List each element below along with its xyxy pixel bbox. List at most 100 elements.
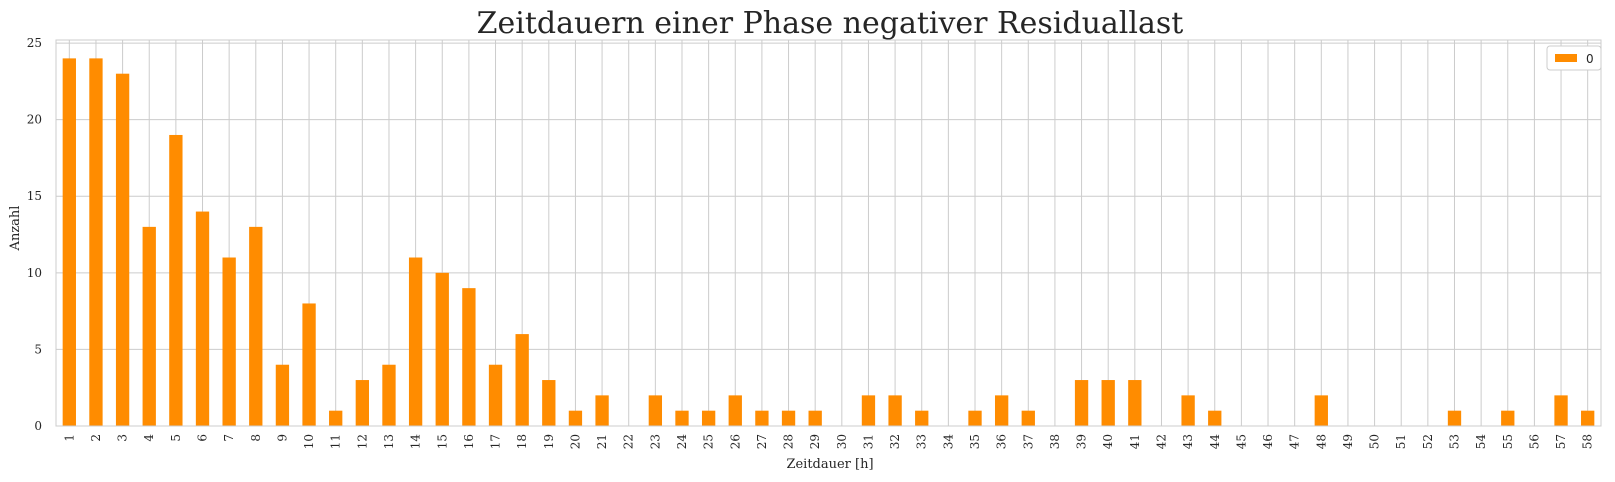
x-tick-label: 44	[1208, 434, 1222, 450]
x-tick-label: 10	[302, 434, 316, 449]
bar-20	[568, 410, 583, 426]
x-tick-label: 33	[915, 434, 929, 449]
x-axis-label: Zeitdauer [h]	[786, 457, 873, 472]
bar-58	[1581, 410, 1595, 426]
bar-7	[222, 257, 236, 426]
x-tick-labels: 1 2 3 4 5 6 7 8 9 10 11 12 13 14 15 16 17 18 19 20 21 22 23 24 2…	[62, 434, 1594, 450]
x-tick-label: 18	[515, 434, 529, 449]
x-tick-label: 43	[1181, 434, 1195, 449]
bar-12	[355, 380, 369, 426]
x-tick-label: 26	[728, 434, 742, 449]
x-tick-label: 19	[542, 434, 556, 449]
bar-8	[249, 226, 263, 426]
x-tick-label: 53	[1447, 434, 1461, 449]
bar-39	[1074, 380, 1089, 426]
bar-40	[1101, 380, 1115, 426]
bar-2	[89, 58, 103, 426]
x-tick-label: 5	[169, 434, 183, 442]
x-tick-label: 31	[861, 434, 875, 449]
bar-32	[888, 395, 902, 426]
x-tick-label: 11	[329, 434, 343, 449]
x-tick-label: 38	[1048, 434, 1062, 449]
bar-31	[861, 395, 876, 426]
x-tick-label: 50	[1368, 434, 1382, 449]
x-tick-label: 41	[1128, 434, 1142, 449]
bar-37	[1021, 410, 1035, 426]
bar-17	[488, 364, 503, 426]
x-tick-label: 45	[1234, 434, 1248, 449]
x-tick-label: 39	[1075, 434, 1089, 449]
bar-23	[648, 395, 663, 426]
bar-15	[435, 272, 449, 426]
y-axis-label: Anzahl	[8, 206, 23, 252]
x-tick-label: 55	[1501, 434, 1515, 449]
x-tick-label: 54	[1474, 434, 1488, 450]
y-tick-label: 15	[27, 189, 42, 203]
chart-title: Zeitdauern einer Phase negativer Residua…	[477, 6, 1184, 41]
x-tick-label: 20	[568, 434, 582, 449]
bar-26	[728, 395, 742, 426]
x-tick-label: 23	[648, 434, 662, 449]
x-tick-label: 12	[355, 434, 369, 449]
x-tick-label: 22	[622, 434, 636, 449]
x-tick-label: 21	[595, 434, 609, 449]
x-tick-label: 28	[782, 434, 796, 449]
x-tick-label: 25	[702, 434, 716, 449]
x-tick-label: 48	[1314, 434, 1328, 449]
bar-55	[1501, 410, 1515, 426]
plot-frame	[55, 39, 1602, 427]
bar-6	[195, 211, 210, 426]
x-tick-label: 32	[888, 434, 902, 449]
x-tick-label: 17	[489, 434, 503, 449]
x-tick-label: 51	[1394, 434, 1408, 449]
x-tick-label: 3	[116, 434, 130, 442]
x-tick-label: 56	[1527, 434, 1541, 449]
y-tick-labels: 0 5 10 15 20 25	[27, 36, 42, 433]
bar-57	[1554, 395, 1568, 426]
x-tick-label: 58	[1581, 434, 1595, 449]
x-tick-label: 13	[382, 434, 396, 449]
bar-48	[1314, 395, 1328, 426]
bar-25	[701, 410, 716, 426]
bar-24	[675, 410, 689, 426]
x-tick-label: 15	[435, 434, 449, 449]
x-tick-label: 24	[675, 434, 689, 450]
x-tick-label: 36	[995, 434, 1009, 449]
bars	[62, 58, 1595, 426]
bar-3	[115, 73, 130, 426]
bar-1	[62, 58, 76, 426]
y-tick-label: 20	[27, 113, 42, 127]
bar-4	[142, 226, 156, 426]
x-tick-label: 46	[1261, 434, 1275, 449]
x-tick-label: 27	[755, 434, 769, 449]
x-tick-label: 29	[808, 434, 822, 449]
x-tick-label: 37	[1021, 434, 1035, 449]
legend: 0	[1546, 45, 1602, 71]
bar-33	[915, 410, 929, 426]
y-tick-label: 5	[34, 342, 42, 356]
x-tick-label: 57	[1554, 434, 1568, 449]
x-tick-label: 2	[89, 434, 103, 442]
x-tick-label: 30	[835, 434, 849, 449]
legend-label: 0	[1586, 52, 1594, 66]
bar-36	[994, 395, 1009, 426]
x-tick-label: 42	[1154, 434, 1168, 449]
bar-18	[515, 334, 529, 426]
x-tick-label: 49	[1341, 434, 1355, 449]
x-tick-label: 14	[409, 434, 423, 450]
bar-35	[968, 410, 982, 426]
bar-10	[302, 303, 316, 426]
bar-44	[1208, 410, 1222, 426]
x-tick-label: 40	[1101, 434, 1115, 449]
x-tick-label: 9	[275, 434, 289, 442]
x-tick-label: 35	[968, 434, 982, 449]
bar-53	[1447, 410, 1462, 426]
bar-14	[408, 257, 423, 426]
y-tick-label: 10	[27, 266, 42, 280]
x-tick-label: 34	[941, 434, 955, 450]
bar-11	[329, 410, 343, 426]
x-tick-label: 7	[222, 434, 236, 442]
bar-13	[382, 364, 396, 426]
x-tick-label: 47	[1288, 434, 1302, 449]
